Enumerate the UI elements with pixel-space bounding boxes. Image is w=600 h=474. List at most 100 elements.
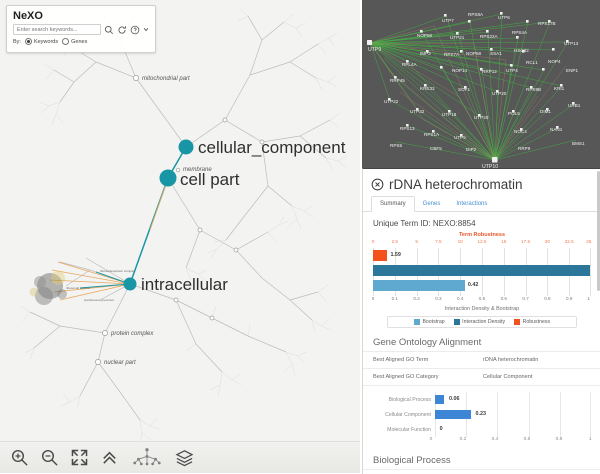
bottom-tick: 0.2 bbox=[413, 296, 420, 301]
tree-label-intracellular: intracellular bbox=[141, 275, 228, 294]
network-gene-label: DIP2 bbox=[466, 147, 477, 152]
tree-node-cellular-component bbox=[178, 139, 194, 155]
network-gene-label: RPL4A bbox=[402, 62, 417, 67]
network-gene-label: RPS4A bbox=[512, 30, 528, 35]
tab-summary[interactable]: Summary bbox=[371, 196, 415, 212]
tree-minor-nodes bbox=[95, 75, 265, 365]
legend-swatch-robustness bbox=[514, 319, 521, 325]
go-term-value: rDNA heterochromatin bbox=[483, 357, 539, 363]
network-gene-label: NOP14 bbox=[452, 68, 468, 73]
legend-swatch-interaction-density bbox=[453, 319, 460, 325]
tree-label-protein-complex: protein complex bbox=[110, 331, 154, 337]
network-gene-label: RPS8A bbox=[468, 12, 484, 17]
search-input[interactable] bbox=[13, 24, 101, 35]
help-icon[interactable] bbox=[130, 25, 140, 35]
network-gene-label: UTP18 bbox=[442, 112, 457, 117]
radio-label-genes: Genes bbox=[71, 38, 88, 45]
network-gene-label: RCL1 bbox=[526, 60, 538, 65]
go-value-biological-process: 0.06 bbox=[449, 396, 460, 402]
search-by-label: By: bbox=[13, 38, 21, 45]
tree-node-intracellular bbox=[123, 277, 137, 291]
section-title-go-alignment: Gene Ontology Alignment bbox=[363, 328, 600, 352]
detail-tabs[interactable]: Summary Genes Interactions bbox=[363, 196, 600, 212]
go-tick: 0 bbox=[429, 437, 433, 442]
search-icon[interactable] bbox=[104, 25, 114, 35]
bottom-tick: 0.5 bbox=[478, 296, 486, 301]
network-gene-label: RPS13 bbox=[400, 126, 415, 131]
go-chart-label-molecular-function: Molecular Function bbox=[387, 426, 431, 433]
legend-item-robustness: Robustness bbox=[514, 319, 550, 325]
tree-canvas[interactable]: cellular_component cell part intracellul… bbox=[0, 0, 360, 473]
network-gene-label: UTP22 bbox=[384, 99, 399, 104]
chevron-down-icon[interactable] bbox=[143, 26, 149, 34]
network-gene-label: DIM1 bbox=[540, 109, 551, 114]
term-detail-panel[interactable]: rDNA heterochromatin Summary Genes Inter… bbox=[362, 168, 600, 474]
top-tick: 0 bbox=[371, 239, 375, 244]
tree-label-nuclear-part: nuclear part bbox=[104, 360, 136, 366]
zoom-in-button[interactable] bbox=[10, 448, 29, 467]
network-gene-label: RRP12 bbox=[482, 69, 497, 74]
network-gene-label: RPS7A bbox=[444, 52, 460, 57]
bar-bootstrap bbox=[373, 280, 465, 291]
go-tick: 0.8 bbox=[555, 437, 563, 442]
refresh-icon[interactable] bbox=[117, 25, 127, 35]
top-tick: 2.5 bbox=[391, 239, 398, 244]
network-gene-label: HSC82 bbox=[514, 48, 529, 53]
unique-term-id: Unique Term ID: NEXO:8854 bbox=[373, 219, 476, 228]
bottom-tick: 0.4 bbox=[456, 296, 464, 301]
go-chart-row-molecular-function: Molecular Function 0 bbox=[373, 422, 591, 437]
dense-gene-cluster bbox=[29, 271, 67, 305]
radio-option-keywords[interactable]: Keywords bbox=[24, 38, 58, 45]
layers-button[interactable] bbox=[175, 448, 194, 467]
network-gene-label: RPS1A bbox=[424, 132, 440, 137]
network-canvas[interactable]: UTP9 UTP10 UTP7 RPS8A UTP6 RPS17B NOP56 … bbox=[362, 0, 600, 168]
tab-genes[interactable]: Genes bbox=[422, 201, 441, 207]
zoom-out-button[interactable] bbox=[40, 448, 59, 467]
view-toolbar[interactable] bbox=[0, 441, 360, 473]
chart-xaxis-label: Interaction Density & Bootstrap bbox=[444, 306, 520, 312]
tree-highlight-edges bbox=[49, 146, 187, 301]
radio-keywords[interactable] bbox=[24, 38, 32, 45]
legend-swatch-bootstrap bbox=[413, 319, 420, 325]
network-nodes bbox=[367, 12, 575, 163]
go-category-key: Best Aligned GO Category bbox=[373, 374, 439, 380]
tree-label-preribosome-precursor: preribosome precursor bbox=[84, 298, 114, 302]
detail-title: rDNA heterochromatin bbox=[389, 177, 523, 192]
interaction-network-view[interactable]: UTP9 UTP10 UTP7 RPS8A UTP6 RPS17B NOP56 … bbox=[362, 0, 600, 168]
robustness-plot-area: 1.59 0.42 bbox=[373, 248, 592, 296]
tab-interactions[interactable]: Interactions bbox=[456, 201, 488, 207]
network-gene-label: BMS1 bbox=[572, 141, 585, 146]
bottom-tick: 0.8 bbox=[544, 296, 551, 301]
network-overview-button[interactable] bbox=[130, 446, 164, 470]
detail-scrollbar[interactable] bbox=[597, 171, 600, 291]
network-gene-label: NOP58 bbox=[466, 51, 482, 56]
radio-option-genes[interactable]: Genes bbox=[62, 38, 87, 45]
network-gene-label: RRP45 bbox=[390, 78, 405, 83]
bottom-tick: 0.9 bbox=[565, 296, 573, 301]
close-circle-icon[interactable] bbox=[371, 178, 384, 191]
ontology-tree-view[interactable]: cellular_component cell part intracellul… bbox=[0, 0, 360, 473]
network-gene-label: KRE33 bbox=[420, 86, 435, 91]
network-gene-label: NOC4 bbox=[514, 129, 527, 134]
go-bar-cellular-component bbox=[435, 410, 471, 419]
network-gene-label: ENP1 bbox=[566, 68, 578, 73]
tree-label-ribosomal-subunit: ribosomal subunit bbox=[66, 286, 90, 290]
top-tick: 22.5 bbox=[564, 239, 574, 244]
go-chart-axis: 0 0.2 0.4 0.6 0.8 1 bbox=[429, 437, 592, 446]
network-gene-label: UTP5 bbox=[454, 135, 466, 140]
top-tick: 12.5 bbox=[477, 239, 487, 244]
chart-title-term-robustness: Term Robustness bbox=[458, 232, 506, 238]
robustness-chart: Term Robustness 0 2.5 5 7.5 10 12.5 15 1… bbox=[363, 230, 600, 328]
go-bar-biological-process bbox=[435, 395, 445, 404]
network-gene-label: UTP13 bbox=[564, 41, 579, 46]
go-category-value: Cellular Component bbox=[483, 374, 533, 380]
fit-to-screen-button[interactable] bbox=[70, 448, 89, 467]
collapse-button[interactable] bbox=[100, 448, 119, 467]
radio-genes[interactable] bbox=[62, 38, 70, 45]
bottom-axis: 0 0.1 0.2 0.3 0.4 0.5 0.6 0.7 0.8 0.9 1 bbox=[372, 296, 591, 305]
network-gene-label: RPS22A bbox=[480, 34, 499, 39]
tree-label-membrane: membrane bbox=[183, 167, 212, 173]
search-panel[interactable]: NeXO bbox=[6, 5, 156, 53]
network-gene-label: SSA1 bbox=[490, 51, 502, 56]
go-value-molecular-function: 0 bbox=[439, 426, 443, 432]
